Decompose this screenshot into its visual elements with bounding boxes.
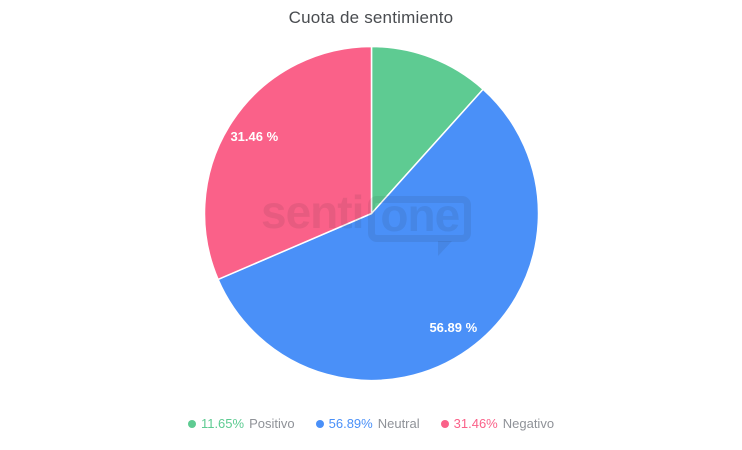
legend-label-negativo: Negativo	[502, 416, 555, 431]
pie-slice-neutral[interactable]	[217, 88, 540, 382]
legend-item-negativo[interactable]: 31.46% Negativo	[440, 416, 555, 431]
pie-slice-positivo[interactable]	[370, 45, 485, 216]
legend-dot-neutral-icon	[315, 419, 324, 428]
legend-percent-positivo: 11.65%	[200, 416, 245, 431]
pie-group: 56.89 % 31.46 %	[203, 45, 540, 382]
legend-label-positivo: Positivo	[249, 416, 295, 431]
legend-dot-negativo-icon	[440, 419, 449, 428]
legend: 11.65% Positivo 56.89% Neutral 31.46% Ne…	[0, 416, 742, 431]
legend-label-neutral: Neutral	[377, 416, 420, 431]
pie-slice-negativo[interactable]	[203, 45, 373, 281]
slice-label-neutral: 56.89 %	[429, 320, 477, 335]
legend-dot-positivo-icon	[187, 419, 196, 428]
legend-percent-neutral: 56.89%	[328, 416, 373, 431]
slice-label-negativo: 31.46 %	[230, 129, 278, 144]
legend-item-positivo[interactable]: 11.65% Positivo	[187, 416, 295, 431]
legend-item-neutral[interactable]: 56.89% Neutral	[315, 416, 420, 431]
chart-title: Cuota de sentimiento	[288, 8, 454, 27]
legend-percent-negativo: 31.46%	[453, 416, 498, 431]
